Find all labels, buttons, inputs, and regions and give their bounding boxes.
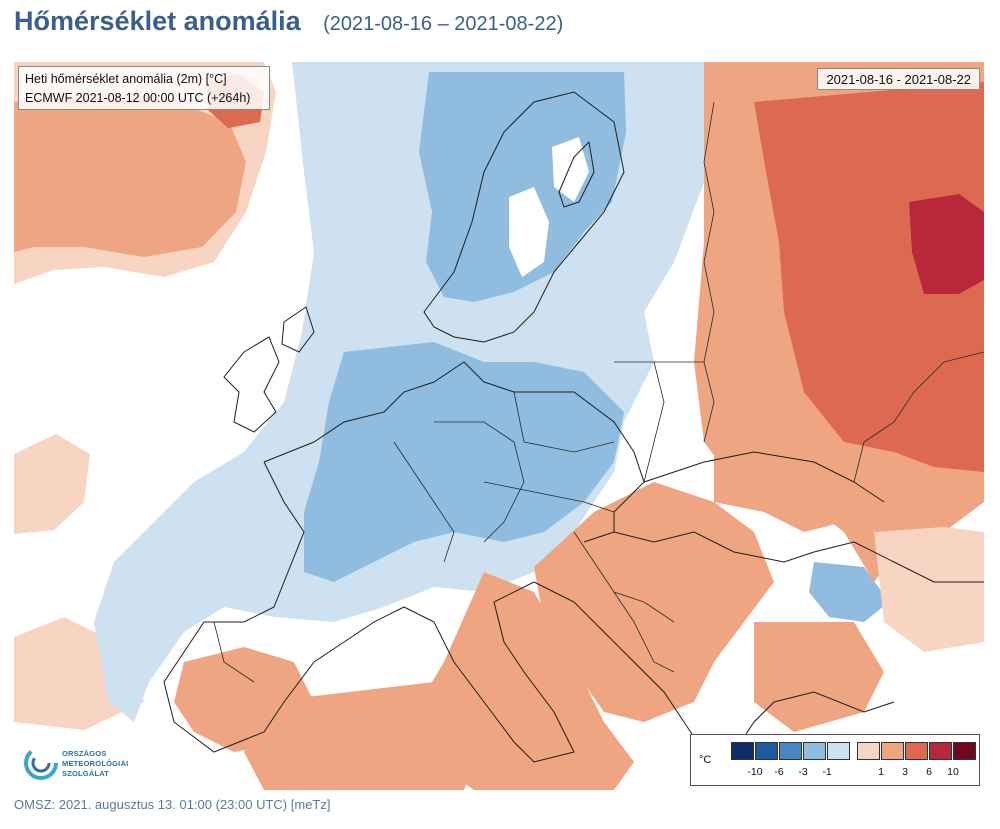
color-legend: °C -10 -6 -3 -1 1 3 6 10 [690, 734, 980, 786]
anomaly-map: Heti hőmérséklet anomália (2m) [°C] ECMW… [14, 62, 984, 790]
warm-anomaly-caucasus-light [874, 527, 984, 652]
warm-anomaly-north-africa [244, 682, 484, 790]
atlantic-warm-north [14, 92, 246, 257]
logo-line3: SZOLGÁLAT [62, 769, 110, 778]
legend-unit: °C [699, 754, 712, 766]
legend-swatch-warm-1 [857, 742, 880, 760]
legend-tick-warm-1: 1 [878, 766, 884, 778]
map-info-model-run: ECMWF 2021-08-12 00:00 UTC (+264h) [25, 91, 251, 105]
warm-anomaly-russia [754, 82, 984, 472]
legend-swatch-cold-4 [803, 742, 826, 760]
cold-anomaly-central-europe [304, 342, 624, 582]
map-info-box: Heti hőmérséklet anomália (2m) [°C] ECMW… [18, 66, 270, 110]
warm-anomaly-east-med [754, 622, 884, 732]
legend-tick-cold-1: -10 [747, 766, 763, 778]
omsz-swirl-icon [24, 746, 58, 780]
legend-tick-warm-2: 3 [902, 766, 908, 778]
legend-tick-cold-3: -3 [798, 766, 808, 778]
title-text: Hőmérséklet anomália [14, 6, 301, 36]
atlantic-warm-west [14, 434, 90, 534]
legend-swatch-warm-4 [929, 742, 952, 760]
title-date-range: (2021-08-16 – 2021-08-22) [323, 13, 564, 35]
legend-swatch-cold-5 [827, 742, 850, 760]
legend-swatch-cold-3 [779, 742, 802, 760]
cold-anomaly-turkey [809, 562, 889, 622]
country-borders [213, 101, 984, 683]
sweden-neutral [509, 187, 549, 277]
map-date-label: 2021-08-16 - 2021-08-22 [817, 68, 980, 90]
legend-swatch-warm-2 [881, 742, 904, 760]
cold-anomaly-scandinavia [419, 72, 626, 302]
legend-tick-warm-4: 10 [947, 766, 959, 778]
legend-tick-warm-3: 6 [926, 766, 932, 778]
omsz-logo: ORSZÁGOS METEOROLÓGIAI SZOLGÁLAT [20, 742, 138, 784]
warm-anomaly-russia-core [909, 194, 984, 294]
legend-tick-cold-4: -1 [822, 766, 832, 778]
footer-timestamp: OMSZ: 2021. augusztus 13. 01:00 (23:00 U… [14, 797, 331, 812]
legend-swatch-cold-1 [731, 742, 754, 760]
legend-swatch-cold-2 [755, 742, 778, 760]
logo-line1: ORSZÁGOS [62, 749, 107, 758]
legend-tick-cold-2: -6 [774, 766, 784, 778]
warm-anomaly-ukraine [714, 392, 844, 532]
page-title: Hőmérséklet anomália (2021-08-16 – 2021-… [14, 6, 563, 46]
map-info-variable: Heti hőmérséklet anomália (2m) [°C] [25, 72, 227, 86]
map-canvas [14, 62, 984, 790]
legend-swatch-warm-5 [953, 742, 976, 760]
logo-line2: METEOROLÓGIAI [62, 759, 129, 768]
legend-swatch-warm-3 [905, 742, 928, 760]
